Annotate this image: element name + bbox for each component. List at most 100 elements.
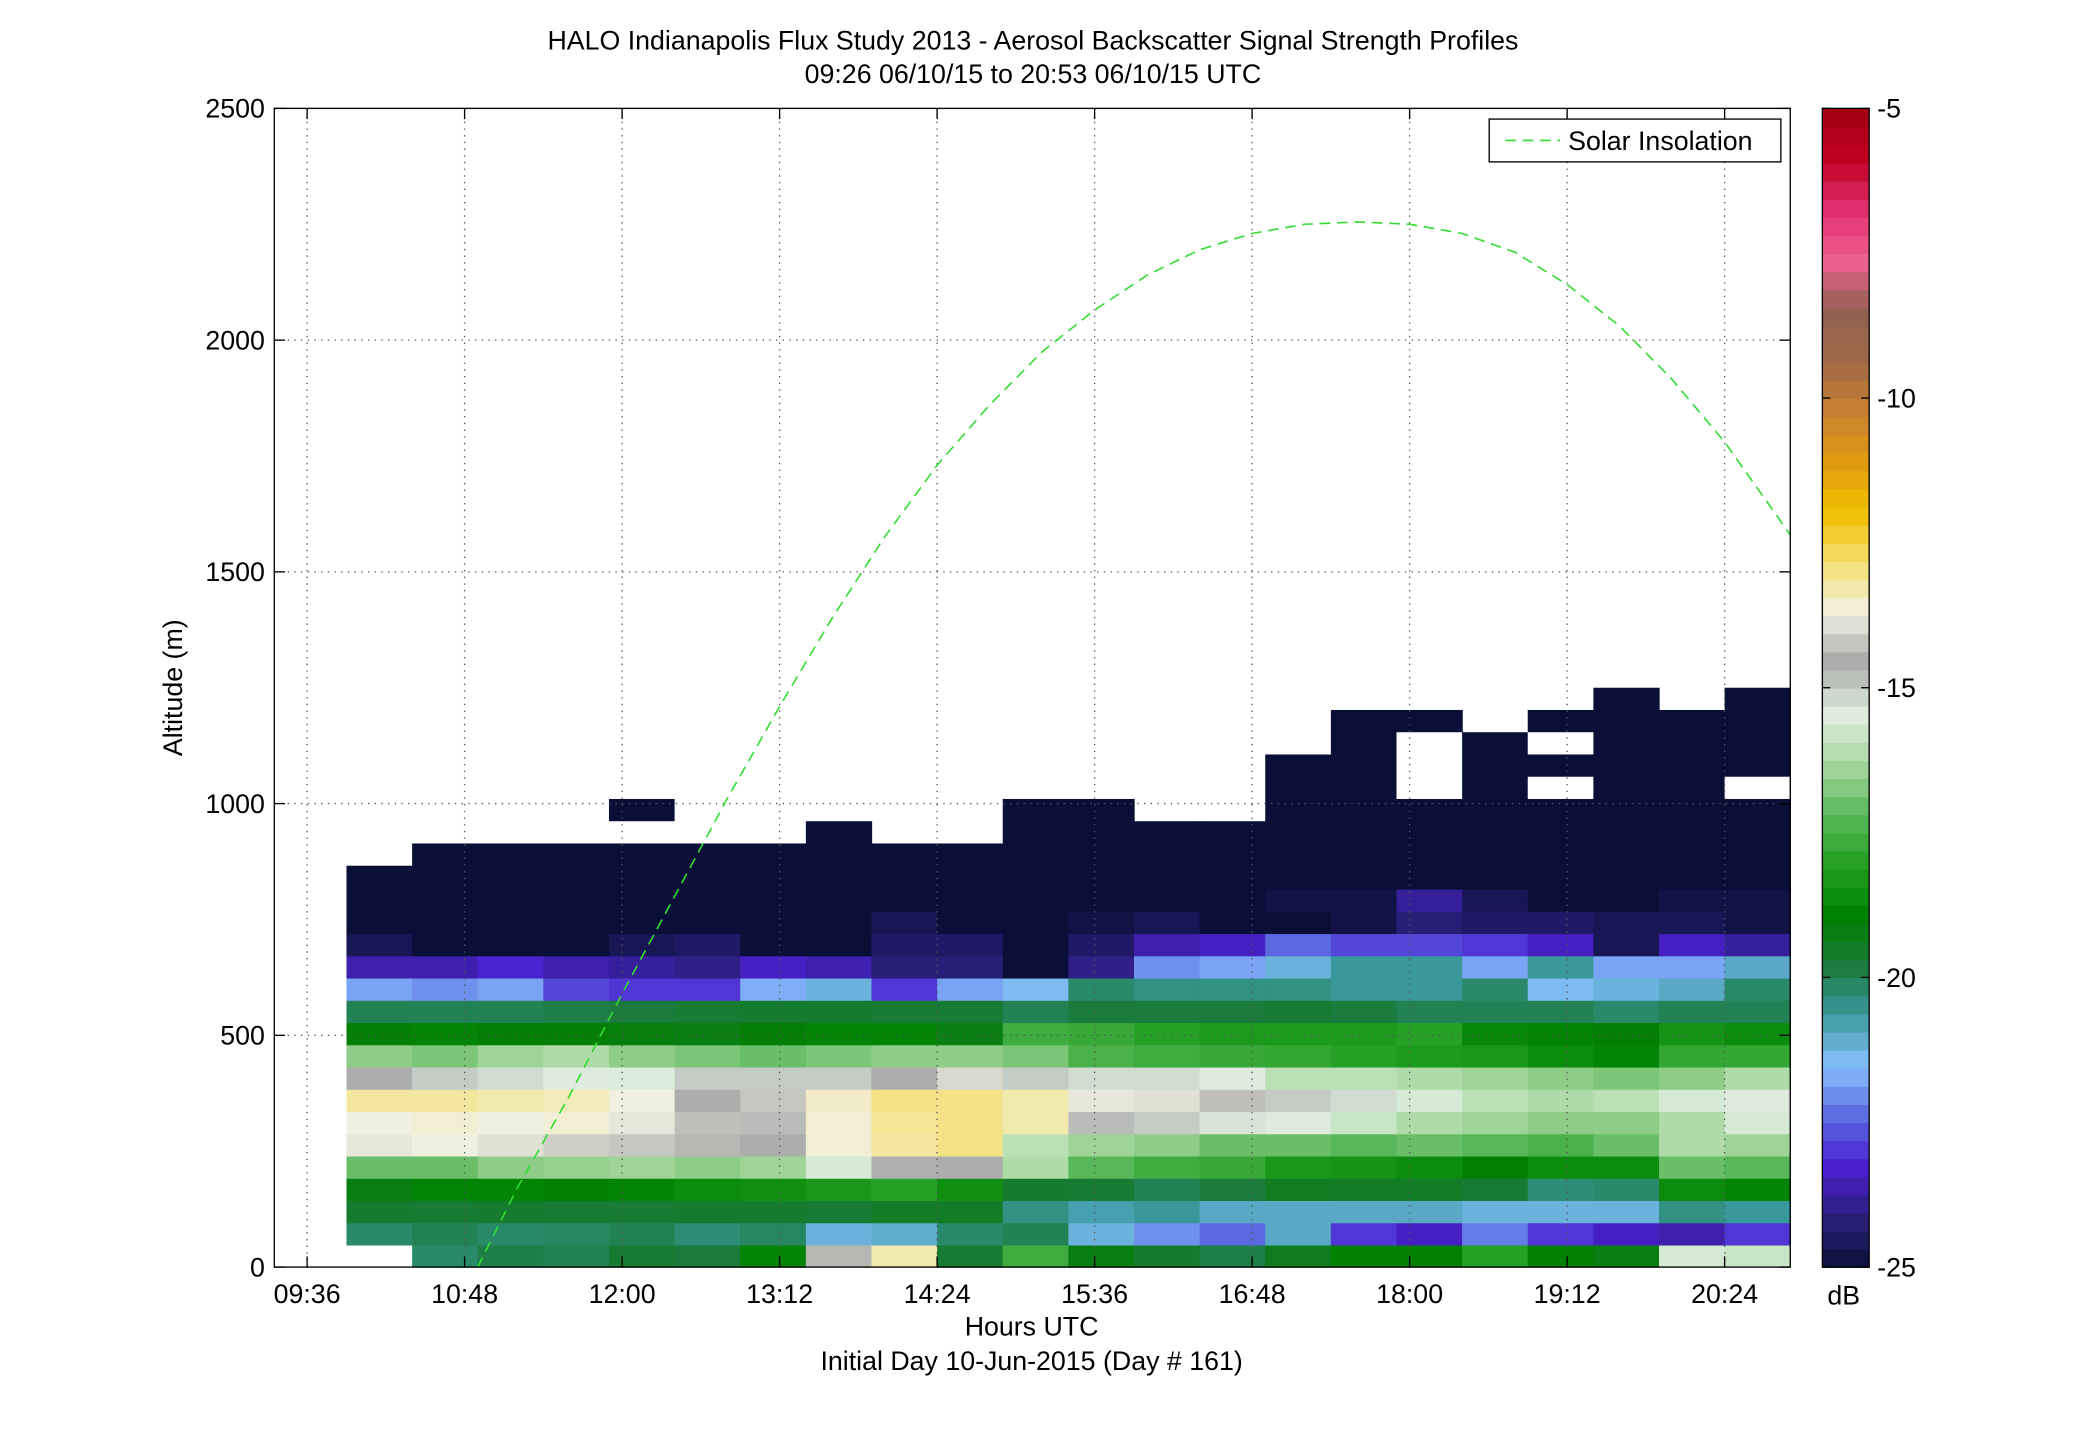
heatmap-cell <box>608 1178 676 1202</box>
heatmap-cell <box>1133 1133 1201 1157</box>
heatmap-cell <box>1724 1066 1791 1090</box>
heatmap-cell <box>346 955 413 979</box>
heatmap-cell <box>412 1000 479 1024</box>
heatmap-cell <box>412 888 479 912</box>
colorbar-swatch <box>1822 180 1870 200</box>
heatmap-cell <box>477 888 545 912</box>
heatmap-cell <box>1658 977 1726 1001</box>
heatmap-cell <box>871 1222 938 1246</box>
heatmap-cell <box>1724 955 1791 979</box>
heatmap-cell <box>1002 1155 1070 1179</box>
heatmap-cell-upper <box>740 843 807 890</box>
heatmap-cell <box>1199 1089 1266 1113</box>
heatmap-cell <box>477 1200 545 1224</box>
heatmap-cell <box>805 888 873 912</box>
heatmap-cell <box>1265 1178 1332 1202</box>
colorbar-swatch <box>1822 1086 1870 1105</box>
heatmap-cell <box>346 977 413 1001</box>
heatmap-cell <box>1658 1222 1726 1246</box>
heatmap-cell <box>740 1200 807 1224</box>
heatmap-cell <box>477 955 545 979</box>
heatmap-cell <box>1527 1022 1595 1046</box>
heatmap-cell <box>1462 1089 1529 1113</box>
heatmap-cell <box>1002 977 1070 1001</box>
heatmap-cell <box>543 1244 610 1268</box>
colorbar: -25 -20 -15 -10 -5 dB <box>1821 94 1916 1311</box>
heatmap-cell <box>608 1155 676 1179</box>
heatmap-cell <box>1462 1155 1529 1179</box>
heatmap-cell <box>1199 1111 1266 1135</box>
heatmap-cell <box>1658 888 1726 912</box>
heatmap-cell <box>346 1111 413 1135</box>
heatmap-cell <box>608 1200 676 1224</box>
colorbar-swatch <box>1822 977 1870 997</box>
heatmap-cell <box>1199 1133 1266 1157</box>
heatmap-cell <box>1593 1200 1660 1224</box>
colorbar-swatch <box>1822 524 1870 544</box>
heatmap-cell <box>871 933 938 957</box>
legend: Solar Insolation <box>1488 118 1782 163</box>
colorbar-swatch <box>1822 1122 1870 1142</box>
colorbar-swatch <box>1822 633 1870 653</box>
heatmap-cell <box>805 977 873 1001</box>
heatmap-cell <box>1396 1000 1463 1024</box>
heatmap-cell <box>674 933 741 957</box>
heatmap-cell <box>477 1155 545 1179</box>
colorbar-swatch <box>1822 452 1870 472</box>
heatmap-cell <box>805 911 873 935</box>
heatmap-cell <box>740 1022 807 1046</box>
heatmap-cell <box>740 1000 807 1024</box>
heatmap-cell <box>608 1022 676 1046</box>
colorbar-swatch <box>1822 416 1870 436</box>
heatmap-cell <box>871 977 938 1001</box>
heatmap-cell <box>805 1178 873 1202</box>
colorbar-swatch <box>1822 742 1870 761</box>
heatmap-cell <box>1002 911 1070 935</box>
heatmap-cell <box>346 1044 413 1068</box>
heatmap-cell <box>543 1178 610 1202</box>
x-tick-label: 12:00 <box>589 1279 656 1309</box>
heatmap-cell <box>1593 1222 1660 1246</box>
heatmap-cell <box>1133 977 1201 1001</box>
heatmap-cell <box>543 955 610 979</box>
y-tick-label: 1000 <box>205 789 265 819</box>
heatmap-cell <box>412 1244 479 1268</box>
heatmap-cell <box>871 955 938 979</box>
heatmap-cell-upper <box>346 865 413 890</box>
heatmap-cell <box>1330 955 1398 979</box>
colorbar-swatch <box>1822 506 1870 526</box>
heatmap-cell <box>1199 1066 1266 1090</box>
heatmap-cell <box>1527 1111 1595 1135</box>
heatmap-cell <box>477 1000 545 1024</box>
heatmap-cell <box>1133 955 1201 979</box>
heatmap-cell <box>1593 1155 1660 1179</box>
heatmap-cell <box>1330 1089 1398 1113</box>
heatmap-cell <box>674 1178 741 1202</box>
heatmap-cell <box>1265 955 1332 979</box>
heatmap-cell <box>1199 1222 1266 1246</box>
colorbar-swatch <box>1822 560 1870 580</box>
heatmap-cell <box>1133 1178 1201 1202</box>
heatmap-cell <box>740 955 807 979</box>
heatmap-cell <box>477 1111 545 1135</box>
colorbar-swatch <box>1822 325 1870 345</box>
heatmap-cell <box>1330 1066 1398 1090</box>
heatmap-cell <box>1068 1200 1135 1224</box>
heatmap-cell-upper <box>543 843 610 890</box>
x-tick-label: 20:24 <box>1691 1279 1758 1309</box>
colorbar-swatch <box>1822 959 1870 979</box>
y-tick-label: 2000 <box>205 325 265 355</box>
colorbar-swatch <box>1822 1031 1870 1051</box>
heatmap-cell <box>1068 933 1135 957</box>
heatmap-cell <box>1199 1044 1266 1068</box>
heatmap-cell <box>412 1222 479 1246</box>
chart-title: HALO Indianapolis Flux Study 2013 - Aero… <box>547 26 1518 56</box>
heatmap-cell <box>1330 1155 1398 1179</box>
heatmap-cell <box>1330 1022 1398 1046</box>
heatmap-cell <box>1396 888 1463 912</box>
heatmap-cell <box>1068 977 1135 1001</box>
heatmap-cell <box>1068 1155 1135 1179</box>
heatmap-cell <box>1002 1178 1070 1202</box>
heatmap-cell <box>1658 1178 1726 1202</box>
heatmap-cell <box>1527 955 1595 979</box>
